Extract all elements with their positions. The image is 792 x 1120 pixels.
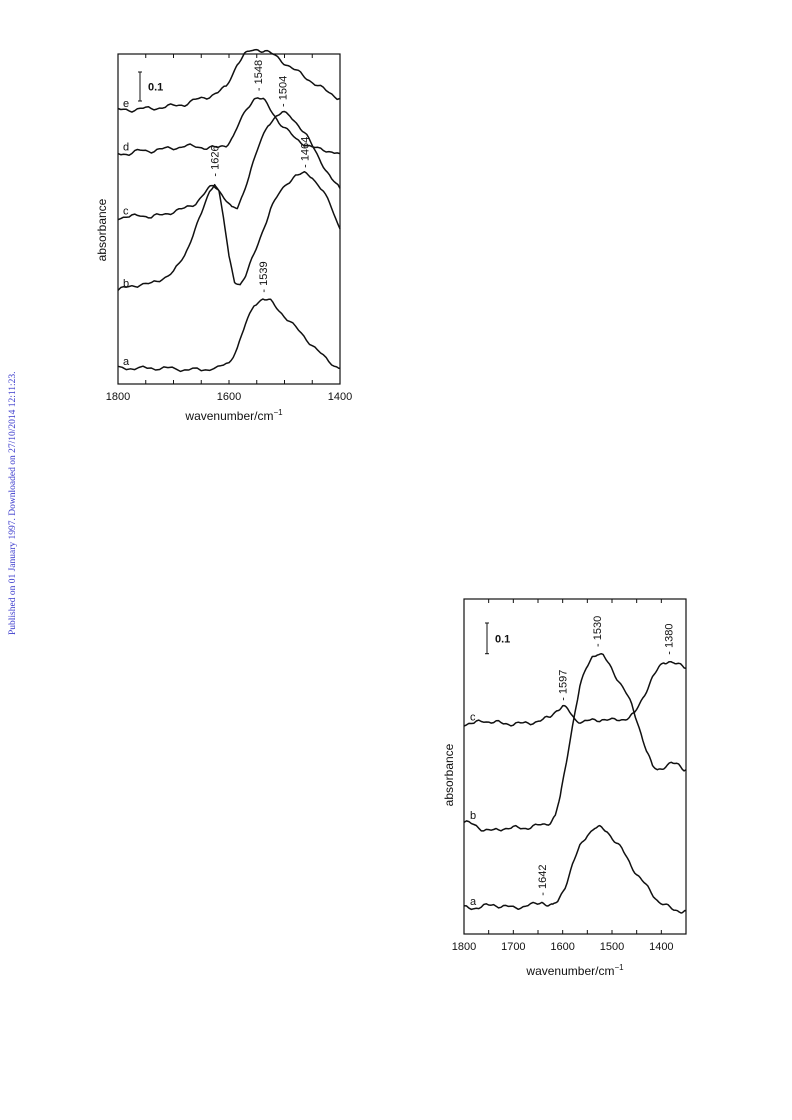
series-label-c: c xyxy=(470,712,476,724)
peak-label-1504: - 1504 xyxy=(277,76,289,107)
spectrum-curve-e xyxy=(117,48,341,113)
peak-label-1464: - 1464 xyxy=(300,137,312,168)
spectrum-curve-a xyxy=(463,824,687,914)
series-label-e: e xyxy=(123,98,129,110)
x-tick-label: 1400 xyxy=(328,391,352,403)
curves xyxy=(117,48,341,373)
series-labels: a b c xyxy=(470,712,477,908)
x-tick-labels: 1800 1700 1600 1500 1400 xyxy=(452,941,674,953)
scale-bar: 0.1 xyxy=(138,71,163,102)
x-tick-labels: 1800 1600 1400 xyxy=(106,391,352,403)
peak-label-1642: - 1642 xyxy=(537,864,549,895)
series-label-b: b xyxy=(470,810,476,822)
x-tick-label: 1800 xyxy=(106,391,130,403)
spectrum-curve-b xyxy=(117,170,341,291)
y-axis-label: absorbance xyxy=(442,743,456,806)
series-label-d: d xyxy=(123,142,129,154)
series-label-a: a xyxy=(470,896,477,908)
scale-bar: 0.1 xyxy=(485,622,510,655)
x-tick-label: 1500 xyxy=(600,941,624,953)
x-tick-label: 1600 xyxy=(550,941,574,953)
x-tick-label: 1800 xyxy=(452,941,476,953)
minor-ticks xyxy=(463,599,662,934)
plot-frame xyxy=(463,598,687,935)
x-axis-label: wavenumber/cm−1 xyxy=(525,963,624,978)
peak-label-1626: - 1626 xyxy=(210,145,222,176)
spectrum-curve-a xyxy=(117,298,340,373)
minor-ticks xyxy=(117,54,341,384)
peak-label-1597: - 1597 xyxy=(558,670,570,701)
spectrum-curve-c xyxy=(463,660,687,727)
spectrum-curve-c xyxy=(117,110,341,221)
published-note-text: Published on 01 January 1997. Downloaded… xyxy=(8,371,18,635)
series-label-c: c xyxy=(123,205,129,217)
x-axis-label: wavenumber/cm−1 xyxy=(184,408,283,423)
curves xyxy=(463,653,687,914)
scale-bar-label: 0.1 xyxy=(148,82,163,94)
spectrum-curve-d xyxy=(117,97,341,157)
y-axis-label: absorbance xyxy=(95,198,109,261)
peak-label-1539: - 1539 xyxy=(258,261,270,292)
spectrum-curve-b xyxy=(463,653,687,832)
series-label-a: a xyxy=(123,356,130,368)
peak-label-1530: - 1530 xyxy=(592,616,604,647)
series-label-b: b xyxy=(123,278,129,290)
series-labels: a b c d e xyxy=(123,98,130,368)
x-tick-label: 1400 xyxy=(649,941,673,953)
x-tick-label: 1700 xyxy=(501,941,525,953)
x-tick-label: 1600 xyxy=(217,391,241,403)
published-note: Published on 01 January 1997. Downloaded… xyxy=(8,371,18,635)
peak-label-1380: - 1380 xyxy=(664,623,676,654)
peak-labels: - 1539 - 1626 - 1464 - 1504 - 1548 xyxy=(210,60,312,293)
peak-label-1548: - 1548 xyxy=(253,60,265,91)
peak-labels: - 1642 - 1530 - 1597 - 1380 xyxy=(537,616,676,896)
scale-bar-label: 0.1 xyxy=(495,633,510,645)
